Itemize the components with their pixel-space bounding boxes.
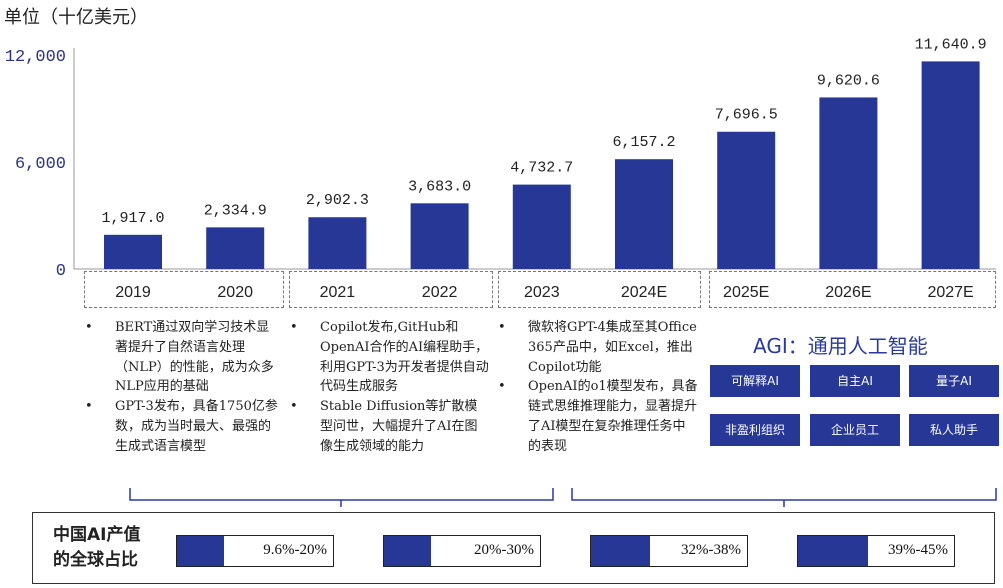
- x-tick-label: 2026E: [825, 284, 872, 301]
- data-label: 3,683.0: [408, 178, 471, 195]
- x-tick-label: 2021: [319, 284, 356, 301]
- data-label: 7,696.5: [715, 107, 778, 124]
- xaxis-group-box: [709, 271, 996, 308]
- data-label: 6,157.2: [612, 134, 675, 151]
- x-tick-label: 2020: [217, 284, 253, 301]
- bar: [104, 234, 162, 269]
- share-bar-text: 39%-45%: [888, 542, 948, 558]
- data-label: 4,732.7: [510, 160, 573, 177]
- share-bar-fill: [591, 536, 651, 566]
- events-column-2023-2024: 微软将GPT-4集成至其Office 365产品中，如Excel，推出Copil…: [498, 318, 698, 457]
- share-bar: 9.6%-20%: [176, 535, 334, 567]
- y-tick-label: 12,000: [5, 48, 66, 67]
- agi-tag: 可解释AI: [710, 365, 800, 397]
- data-label: 11,640.9: [915, 36, 987, 53]
- agi-tag: 企业员工: [810, 414, 900, 446]
- bar: [615, 159, 673, 269]
- x-tick-label: 2019: [115, 284, 151, 301]
- xaxis-group-box: [84, 271, 284, 308]
- agi-tag: 自主AI: [810, 365, 900, 397]
- global-share-label-line2: 的全球占比: [53, 550, 138, 570]
- share-bar-fill: [384, 536, 431, 566]
- bar-chart: 12,000 6,000 0 1,917.0 2,334.9 2,902.3 3,683.0…: [5, 36, 996, 281]
- bar: [308, 217, 367, 269]
- bar: [819, 97, 878, 269]
- share-bar: 39%-45%: [797, 535, 955, 567]
- y-tick-label: 0: [56, 262, 66, 281]
- x-tick-label: 2025E: [723, 284, 770, 301]
- events-column-2021-2022: Copilot发布,GitHub和OpenAI合作的AI编程助手，利用GPT-3…: [290, 318, 490, 457]
- data-label: 2,334.9: [204, 202, 267, 219]
- bar: [512, 184, 571, 269]
- data-label: 1,917.0: [101, 210, 164, 227]
- agi-tag: 私人助手: [909, 414, 999, 446]
- share-bar-text: 32%-38%: [681, 542, 741, 558]
- unit-label: 单位（十亿美元）: [4, 7, 148, 28]
- global-share-panel: 中国AI产值 的全球占比 9.6%-20% 20%-30% 32%-38% 39…: [32, 512, 995, 584]
- bar: [717, 131, 776, 269]
- xaxis-group-box: [498, 271, 701, 308]
- agi-tag: 量子AI: [909, 365, 999, 397]
- x-tick-label: 2023: [524, 284, 560, 301]
- bracket-left: [129, 488, 554, 507]
- event-item: 微软将GPT-4集成至其Office 365产品中，如Excel，推出Copil…: [498, 318, 698, 377]
- event-item: GPT-3发布，具备1750亿参数，成为当时最大、最强的生成式语言模型: [85, 397, 280, 456]
- data-label: 9,620.6: [817, 72, 880, 89]
- events-column-2019-2020: BERT通过双向学习技术显著提升了自然语言处理（NLP）的性能，成为众多NLP应…: [85, 318, 280, 457]
- bar: [921, 61, 980, 270]
- x-tick-label: 2022: [421, 284, 458, 301]
- share-bar-text: 9.6%-20%: [263, 542, 327, 558]
- event-item: BERT通过双向学习技术显著提升了自然语言处理（NLP）的性能，成为众多NLP应…: [85, 318, 280, 397]
- data-label: 2,902.3: [306, 192, 369, 209]
- x-tick-label: 2024E: [620, 284, 668, 301]
- x-tick-label: 2027E: [927, 284, 974, 301]
- share-bar-text: 20%-30%: [474, 542, 534, 558]
- bracket-right: [571, 488, 997, 507]
- share-bar-fill: [177, 536, 224, 566]
- y-tick-label: 6,000: [15, 155, 66, 174]
- global-share-label-line1: 中国AI产值: [53, 525, 141, 545]
- share-bar-fill: [798, 536, 869, 566]
- event-item: Copilot发布,GitHub和OpenAI合作的AI编程助手，利用GPT-3…: [290, 318, 490, 397]
- global-share-label: 中国AI产值 的全球占比: [53, 523, 140, 573]
- xaxis-group-box: [289, 271, 493, 308]
- event-item: OpenAI的o1模型发布，具备链式思维推理能力，显著提升了AI模型在复杂推理任…: [498, 377, 698, 456]
- bar: [206, 227, 265, 269]
- agi-title: AGI：通用人工智能: [753, 334, 928, 358]
- bar: [410, 203, 469, 269]
- share-bar: 32%-38%: [590, 535, 748, 567]
- agi-tag: 非盈利组织: [710, 414, 800, 446]
- share-bar: 20%-30%: [383, 535, 541, 567]
- event-item: Stable Diffusion等扩散模型问世，大幅提升了AI在图像生成领域的能…: [290, 397, 490, 456]
